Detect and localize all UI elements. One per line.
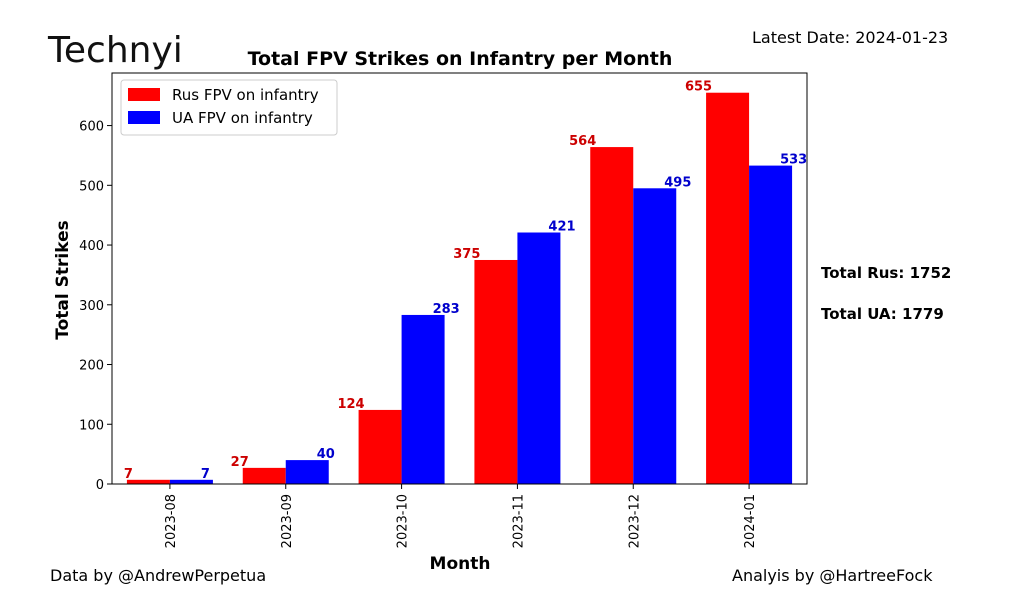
bar-ua <box>285 460 329 484</box>
bar-ua <box>401 314 445 484</box>
total-ua: Total UA: 1779 <box>821 305 944 323</box>
x-tick-label: 2023-09 <box>280 494 295 548</box>
data-label-ua: 7 <box>201 467 210 482</box>
data-label-rus: 655 <box>685 80 712 95</box>
legend-label-ua: UA FPV on infantry <box>172 109 313 127</box>
y-tick-label: 200 <box>79 359 104 374</box>
bar-ua <box>517 232 561 484</box>
technyi-logo: Technyi <box>48 30 183 71</box>
bar-rus <box>358 409 402 484</box>
legend-swatch-rus <box>128 88 160 101</box>
data-label-rus: 7 <box>124 467 133 482</box>
y-tick-label: 600 <box>79 120 104 135</box>
data-label-ua: 283 <box>433 302 460 317</box>
data-label-rus: 375 <box>453 247 480 262</box>
bar-rus <box>474 259 518 484</box>
logo-text: Technyi <box>48 30 183 71</box>
x-tick-label: 2023-10 <box>396 494 411 548</box>
data-label-rus: 27 <box>231 455 249 470</box>
bar-rus <box>242 467 286 484</box>
data-label-rus: 564 <box>569 134 596 149</box>
bar-ua <box>633 188 677 485</box>
analysis-credit: Analyis by @HartreeFock <box>732 566 933 585</box>
y-tick-label: 100 <box>79 418 104 433</box>
chart-title: Total FPV Strikes on Infantry per Month <box>248 48 673 70</box>
legend-label-rus: Rus FPV on infantry <box>172 86 319 104</box>
bar-rus <box>590 147 634 485</box>
y-tick-label: 400 <box>79 239 104 254</box>
data-label-ua: 495 <box>664 175 691 190</box>
data-label-rus: 124 <box>337 397 364 412</box>
x-tick-label: 2023-11 <box>511 494 526 548</box>
y-tick-label: 0 <box>96 478 104 493</box>
y-tick-label: 300 <box>79 299 104 314</box>
legend-box <box>120 79 338 136</box>
data-label-ua: 40 <box>317 447 335 462</box>
latest-date: Latest Date: 2024-01-23 <box>752 28 949 47</box>
data-label-ua: 533 <box>780 153 807 168</box>
plot-area: 0 100 200 300 400 500 600 7 7 2023-08 27 40 2023-09 1… <box>79 72 808 548</box>
total-rus: Total Rus: 1752 <box>821 264 952 282</box>
legend-swatch-ua <box>128 111 160 124</box>
data-credit: Data by @AndrewPerpetua <box>50 566 267 585</box>
bar-rus <box>126 479 170 484</box>
bar-ua <box>749 165 793 484</box>
data-label-ua: 421 <box>548 220 575 235</box>
x-axis-label: Month <box>430 554 491 574</box>
x-tick-label: 2023-08 <box>164 494 179 548</box>
y-axis-label: Total Strikes <box>53 220 73 339</box>
x-tick-label: 2023-12 <box>627 494 642 548</box>
y-tick-label: 500 <box>79 179 104 194</box>
legend: Rus FPV on infantry UA FPV on infantry <box>120 79 338 136</box>
bar-ua <box>169 479 213 484</box>
bar-rus <box>706 92 750 485</box>
plot-frame <box>111 72 808 485</box>
x-tick-label: 2024-01 <box>743 494 758 548</box>
